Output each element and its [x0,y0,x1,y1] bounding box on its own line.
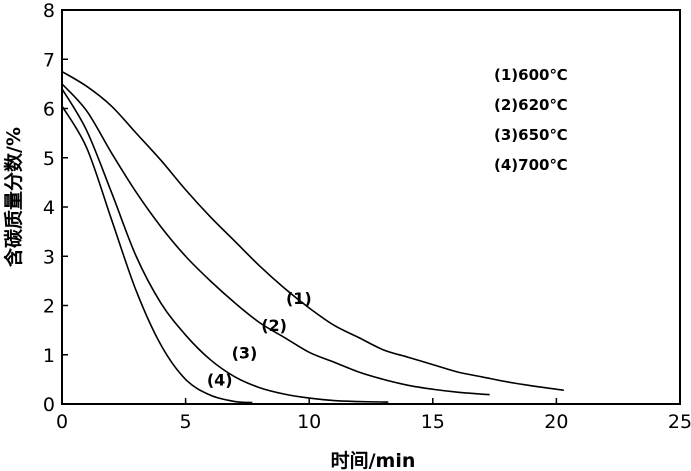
curve-label-4: (4) [207,370,233,389]
series-line-2 [61,83,490,396]
y-tick-label: 5 [43,148,55,170]
series-group [61,70,564,404]
x-tick-label: 20 [544,411,568,433]
legend-entry-4: (4)700℃ [494,156,568,174]
curve-label-1: (1) [286,289,312,308]
series-line-3 [61,88,389,403]
x-tick-label: 10 [297,411,321,433]
y-tick-label: 6 [43,99,55,121]
y-tick-label: 3 [43,246,55,268]
y-tick-label: 7 [43,49,55,71]
x-tick-label: 5 [180,411,192,433]
y-axis-title: 含碳质量分数/% [2,127,25,267]
plot-frame [61,9,681,405]
series-line-4 [61,105,253,404]
curve-label-3: (3) [232,343,258,362]
curve-labels: (1) (2)(3) (4) [207,289,312,389]
x-tick-label: 15 [421,411,445,433]
legend-entry-3: (3)650℃ [494,126,568,144]
plot-border [61,9,681,405]
y-tick-label: 2 [43,296,55,318]
x-axis: 0 5 10 15 20 25 [56,398,691,433]
y-tick-label: 8 [43,0,55,22]
y-tick-label: 0 [43,394,55,416]
x-axis-title: 时间/min [331,450,416,471]
curve-label-2: (2) [261,316,287,335]
x-tick-label: 25 [668,411,691,433]
legend-entry-2: (2)620℃ [494,96,568,114]
x-tick-label: 0 [56,411,68,433]
series-line-1 [61,70,564,392]
legend: (1)600℃ (2)620℃ (3)650℃ (4)700℃ [494,66,568,174]
legend-entry-1: (1)600℃ [494,66,568,84]
y-axis: 0 1 2 3 4 5 6 7 8 [43,0,68,416]
y-tick-label: 1 [43,345,55,367]
y-tick-label: 4 [43,197,55,219]
